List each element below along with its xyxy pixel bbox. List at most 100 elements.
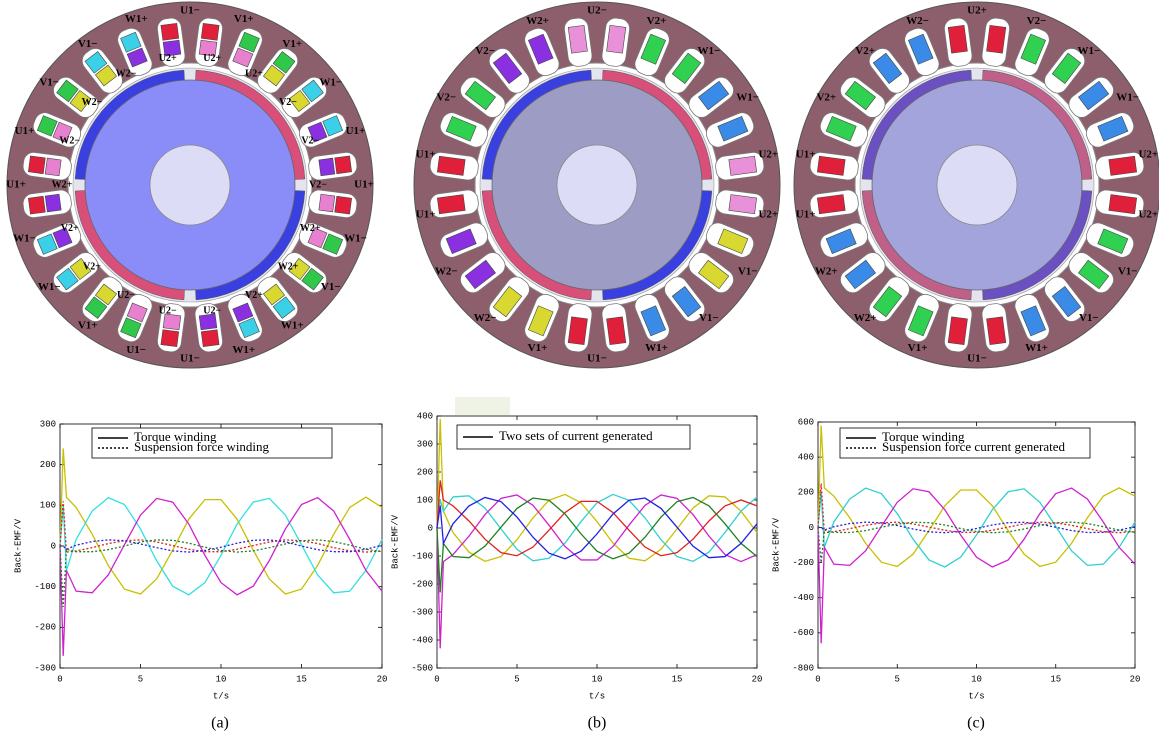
- x-tick-label: 5: [138, 674, 143, 684]
- plot-area: [60, 424, 382, 668]
- x-axis-label: t/s: [213, 691, 229, 701]
- coil: [948, 25, 967, 53]
- figure: U1−V1+V1+W1−U1+U1+W1−V1−W1+W1+U1−U1−V1+W…: [0, 0, 1159, 740]
- slot-label: U1+: [346, 125, 366, 137]
- slot-label: W1+: [281, 319, 304, 331]
- slot-label: U1+: [796, 148, 816, 160]
- coil: [568, 25, 587, 53]
- slot-label: W1−: [1077, 45, 1100, 57]
- panel-caption: (a): [211, 715, 229, 732]
- y-axis-label: Back-EMF/V: [13, 518, 23, 573]
- x-tick-label: 0: [815, 674, 820, 684]
- slot-label: U1+: [416, 209, 436, 221]
- slot-label: W2−: [435, 266, 458, 278]
- coil: [1109, 195, 1137, 214]
- coil: [729, 195, 757, 214]
- slot-label: V2−: [475, 45, 495, 57]
- y-axis-label: Back-EMF/V: [771, 517, 781, 572]
- slot-label: W1−: [736, 92, 759, 104]
- slot-label: W2+: [854, 312, 877, 324]
- y-tick-label: -200: [411, 579, 433, 589]
- inner-slot-label: V2+: [83, 262, 101, 273]
- slot-label: V1−: [78, 38, 98, 50]
- y-tick-label: 0: [51, 541, 56, 551]
- slot-label: V1−: [39, 76, 59, 88]
- x-tick-label: 15: [1050, 674, 1061, 684]
- inner-slot-label: V2+: [61, 223, 79, 234]
- artifact-box: [455, 397, 510, 415]
- slot-label: V1+: [78, 319, 98, 331]
- panel-caption: (c): [967, 715, 985, 732]
- inner-slot-label: W2−: [116, 68, 137, 79]
- shaft: [150, 145, 230, 225]
- slot-label: U1−: [126, 344, 146, 356]
- x-tick-label: 15: [296, 674, 307, 684]
- coil: [1109, 156, 1137, 175]
- plot-area: [818, 422, 1135, 668]
- x-tick-label: 10: [592, 674, 603, 684]
- coil: [987, 317, 1006, 345]
- inner-slot-label: U2+: [203, 53, 221, 64]
- coil-inner: [45, 158, 61, 176]
- y-tick-label: 200: [417, 467, 433, 477]
- x-tick-label: 20: [752, 674, 763, 684]
- slot-label: V2+: [647, 15, 667, 27]
- slot-label: U2+: [758, 148, 778, 160]
- slot-label: U1−: [180, 353, 200, 365]
- y-tick-label: 300: [417, 439, 433, 449]
- shaft: [557, 145, 637, 225]
- x-tick-label: 5: [514, 674, 519, 684]
- page: Motor windings and back-EMF { "motors": …: [0, 0, 1159, 740]
- slot-label: U1−: [180, 5, 200, 17]
- coil: [437, 195, 465, 214]
- coil: [568, 317, 587, 345]
- y-tick-label: -600: [792, 628, 814, 638]
- slot-label: W2+: [815, 266, 838, 278]
- y-tick-label: 400: [798, 453, 814, 463]
- coil-inner: [319, 194, 335, 212]
- legend-label: Suspension force current generated: [882, 439, 1066, 454]
- x-tick-label: 20: [377, 674, 388, 684]
- inner-slot-label: U2+: [159, 53, 177, 64]
- inner-slot-label: W2−: [82, 97, 103, 108]
- inner-slot-label: W2−: [59, 136, 80, 147]
- inner-slot-label: U2+: [245, 68, 263, 79]
- slot-label: V1−: [1118, 266, 1138, 278]
- y-tick-label: -200: [34, 623, 56, 633]
- coil: [817, 156, 845, 175]
- inner-slot-label: U2−: [117, 290, 135, 301]
- slot-label: V2−: [1027, 15, 1047, 27]
- x-tick-label: 20: [1130, 674, 1141, 684]
- inner-slot-label: W2+: [278, 262, 299, 273]
- coil-outer: [201, 23, 219, 40]
- coil: [817, 195, 845, 214]
- x-tick-label: 10: [971, 674, 982, 684]
- y-tick-label: 0: [809, 523, 814, 533]
- slot-label: W1−: [344, 232, 367, 244]
- slot-label: U2+: [758, 209, 778, 221]
- slot-label: W1+: [125, 13, 148, 25]
- y-tick-label: -400: [411, 635, 433, 645]
- inner-slot-label: W2+: [300, 223, 321, 234]
- coil: [948, 317, 967, 345]
- coil-inner: [319, 158, 335, 176]
- slot-label: W1−: [38, 281, 61, 293]
- slot-label: W1−: [13, 232, 36, 244]
- slot-label: U2+: [1138, 209, 1158, 221]
- shaft: [937, 145, 1017, 225]
- inner-slot-label: V2+: [245, 290, 263, 301]
- slot-label: V2−: [436, 92, 456, 104]
- coil: [729, 156, 757, 175]
- slot-label: W1+: [232, 344, 255, 356]
- slot-label: U1+: [6, 179, 26, 191]
- y-tick-label: -300: [411, 607, 433, 617]
- coil-outer: [335, 196, 352, 214]
- slot-label: U1+: [796, 209, 816, 221]
- coil: [607, 317, 626, 345]
- y-tick-label: 0: [428, 523, 433, 533]
- slot-label: W1−: [697, 45, 720, 57]
- slot-label: U2−: [587, 5, 607, 17]
- x-tick-label: 10: [216, 674, 227, 684]
- x-tick-label: 15: [672, 674, 683, 684]
- coil-outer: [28, 196, 45, 214]
